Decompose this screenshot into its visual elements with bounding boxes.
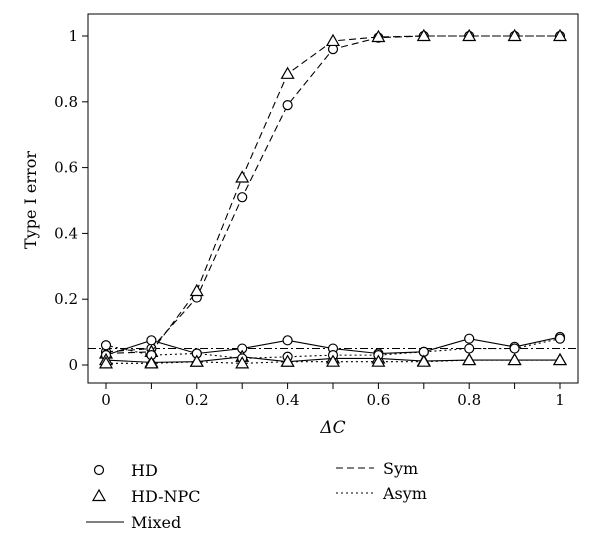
data-point [146, 335, 157, 346]
data-point [462, 352, 477, 366]
legend: HD HD-NPC Mixed Sym Asym [86, 459, 427, 532]
data-point [462, 28, 477, 42]
data-point [416, 28, 431, 42]
series-line [105, 35, 560, 353]
x-tick-label: 0 [101, 391, 111, 409]
data-point [280, 354, 295, 367]
x-tick-label: 1 [555, 391, 565, 409]
data-point [416, 354, 431, 367]
data-point [144, 356, 159, 369]
series-hd-npc-asym [98, 352, 568, 369]
data-point [554, 333, 566, 344]
data-point [282, 99, 293, 111]
x-tick-label: 0.8 [457, 391, 481, 409]
legend-marker [93, 464, 105, 476]
y-tick-label: 0.2 [54, 290, 78, 308]
data-point [235, 356, 250, 369]
series-line [105, 338, 561, 359]
y-tick-label: 0.4 [54, 224, 78, 242]
y-tick-label: 0.8 [54, 93, 78, 111]
data-point [552, 28, 568, 42]
data-point [464, 333, 475, 344]
legend-label: Mixed [131, 513, 181, 532]
data-point [325, 33, 341, 47]
data-point [464, 343, 475, 354]
x-tick-label: 0.2 [185, 391, 209, 409]
y-axis-label: Type I error [21, 151, 40, 249]
series-hd-sym [100, 30, 566, 357]
data-point [100, 340, 112, 351]
series-line [105, 35, 560, 355]
data-point [509, 343, 520, 354]
data-point [507, 352, 522, 366]
data-point [325, 354, 341, 367]
data-point [280, 66, 295, 79]
legend-label: HD-NPC [131, 487, 201, 506]
data-point [507, 28, 522, 42]
data-point [189, 283, 204, 297]
data-point [235, 170, 250, 183]
data-point [98, 356, 114, 369]
plot-frame [87, 13, 579, 384]
y-tick-label: 0.6 [54, 159, 78, 177]
data-point [552, 352, 568, 366]
series-hd-npc-sym [98, 28, 568, 359]
data-point [237, 192, 248, 203]
legend-marker [91, 488, 107, 502]
data-point [371, 354, 386, 367]
legend-label: HD [131, 461, 158, 480]
data-point [371, 29, 386, 43]
data-point [282, 335, 293, 346]
data-point [189, 354, 204, 367]
x-tick-label: 0.6 [366, 391, 390, 409]
legend-label: Asym [382, 484, 427, 503]
plot-area [88, 28, 578, 369]
x-axis-label: ΔC [319, 418, 345, 438]
axes: 0 0.2 0.4 0.6 0.8 1 0 0.2 0.4 0.6 0.8 1 [54, 13, 579, 409]
x-tick-label: 0.4 [276, 391, 300, 409]
series-line [106, 359, 560, 364]
y-tick-label: 0 [68, 356, 78, 374]
legend-label: Sym [383, 459, 418, 478]
y-tick-label: 1 [68, 27, 78, 45]
